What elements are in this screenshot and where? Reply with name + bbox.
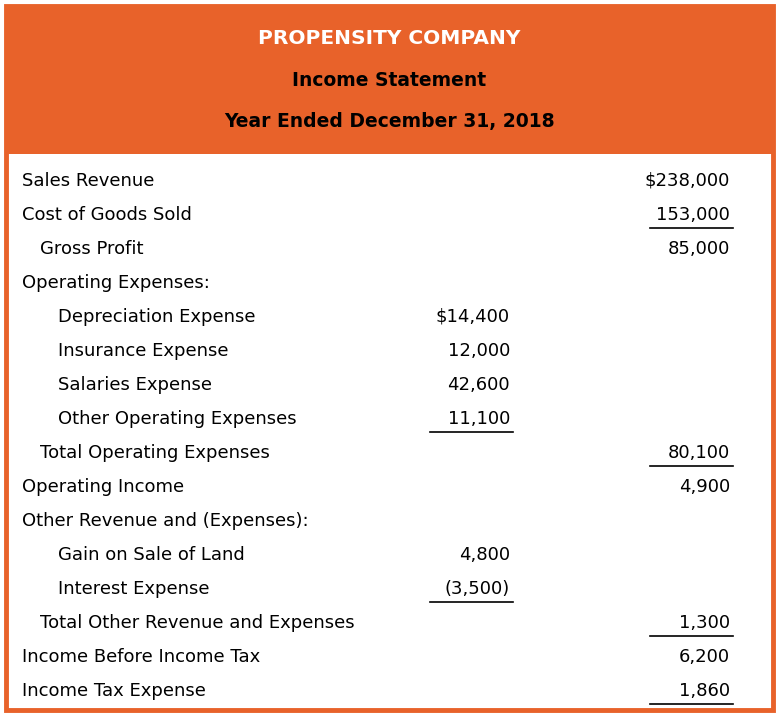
Text: 6,200: 6,200 — [679, 648, 730, 666]
Text: 4,900: 4,900 — [679, 478, 730, 496]
Text: Year Ended December 31, 2018: Year Ended December 31, 2018 — [224, 112, 555, 130]
Text: $238,000: $238,000 — [645, 172, 730, 190]
Text: Insurance Expense: Insurance Expense — [58, 342, 228, 360]
Text: Gain on Sale of Land: Gain on Sale of Land — [58, 546, 245, 564]
Text: 4,800: 4,800 — [459, 546, 510, 564]
Text: Total Other Revenue and Expenses: Total Other Revenue and Expenses — [40, 614, 354, 632]
Text: 153,000: 153,000 — [656, 206, 730, 224]
Text: 12,000: 12,000 — [448, 342, 510, 360]
Text: $14,400: $14,400 — [436, 308, 510, 326]
Text: Gross Profit: Gross Profit — [40, 240, 143, 258]
Text: Total Operating Expenses: Total Operating Expenses — [40, 444, 270, 462]
Text: 80,100: 80,100 — [668, 444, 730, 462]
Text: Cost of Goods Sold: Cost of Goods Sold — [22, 206, 192, 224]
FancyBboxPatch shape — [6, 6, 773, 154]
Text: Other Revenue and (Expenses):: Other Revenue and (Expenses): — [22, 512, 308, 530]
Text: 1,300: 1,300 — [679, 614, 730, 632]
Text: Income Before Income Tax: Income Before Income Tax — [22, 648, 260, 666]
Text: 1,860: 1,860 — [679, 682, 730, 700]
Text: Income Tax Expense: Income Tax Expense — [22, 682, 206, 700]
Text: 42,600: 42,600 — [447, 376, 510, 394]
Text: 85,000: 85,000 — [668, 240, 730, 258]
Text: PROPENSITY COMPANY: PROPENSITY COMPANY — [259, 29, 520, 49]
Text: Sales Revenue: Sales Revenue — [22, 172, 154, 190]
Text: Operating Income: Operating Income — [22, 478, 184, 496]
Text: Interest Expense: Interest Expense — [58, 580, 210, 598]
Text: Other Operating Expenses: Other Operating Expenses — [58, 410, 297, 428]
Text: (3,500): (3,500) — [445, 580, 510, 598]
Text: Income Statement: Income Statement — [292, 70, 487, 90]
Text: Salaries Expense: Salaries Expense — [58, 376, 212, 394]
Text: Operating Expenses:: Operating Expenses: — [22, 274, 210, 292]
Text: Depreciation Expense: Depreciation Expense — [58, 308, 256, 326]
Text: 11,100: 11,100 — [448, 410, 510, 428]
FancyBboxPatch shape — [6, 6, 773, 710]
